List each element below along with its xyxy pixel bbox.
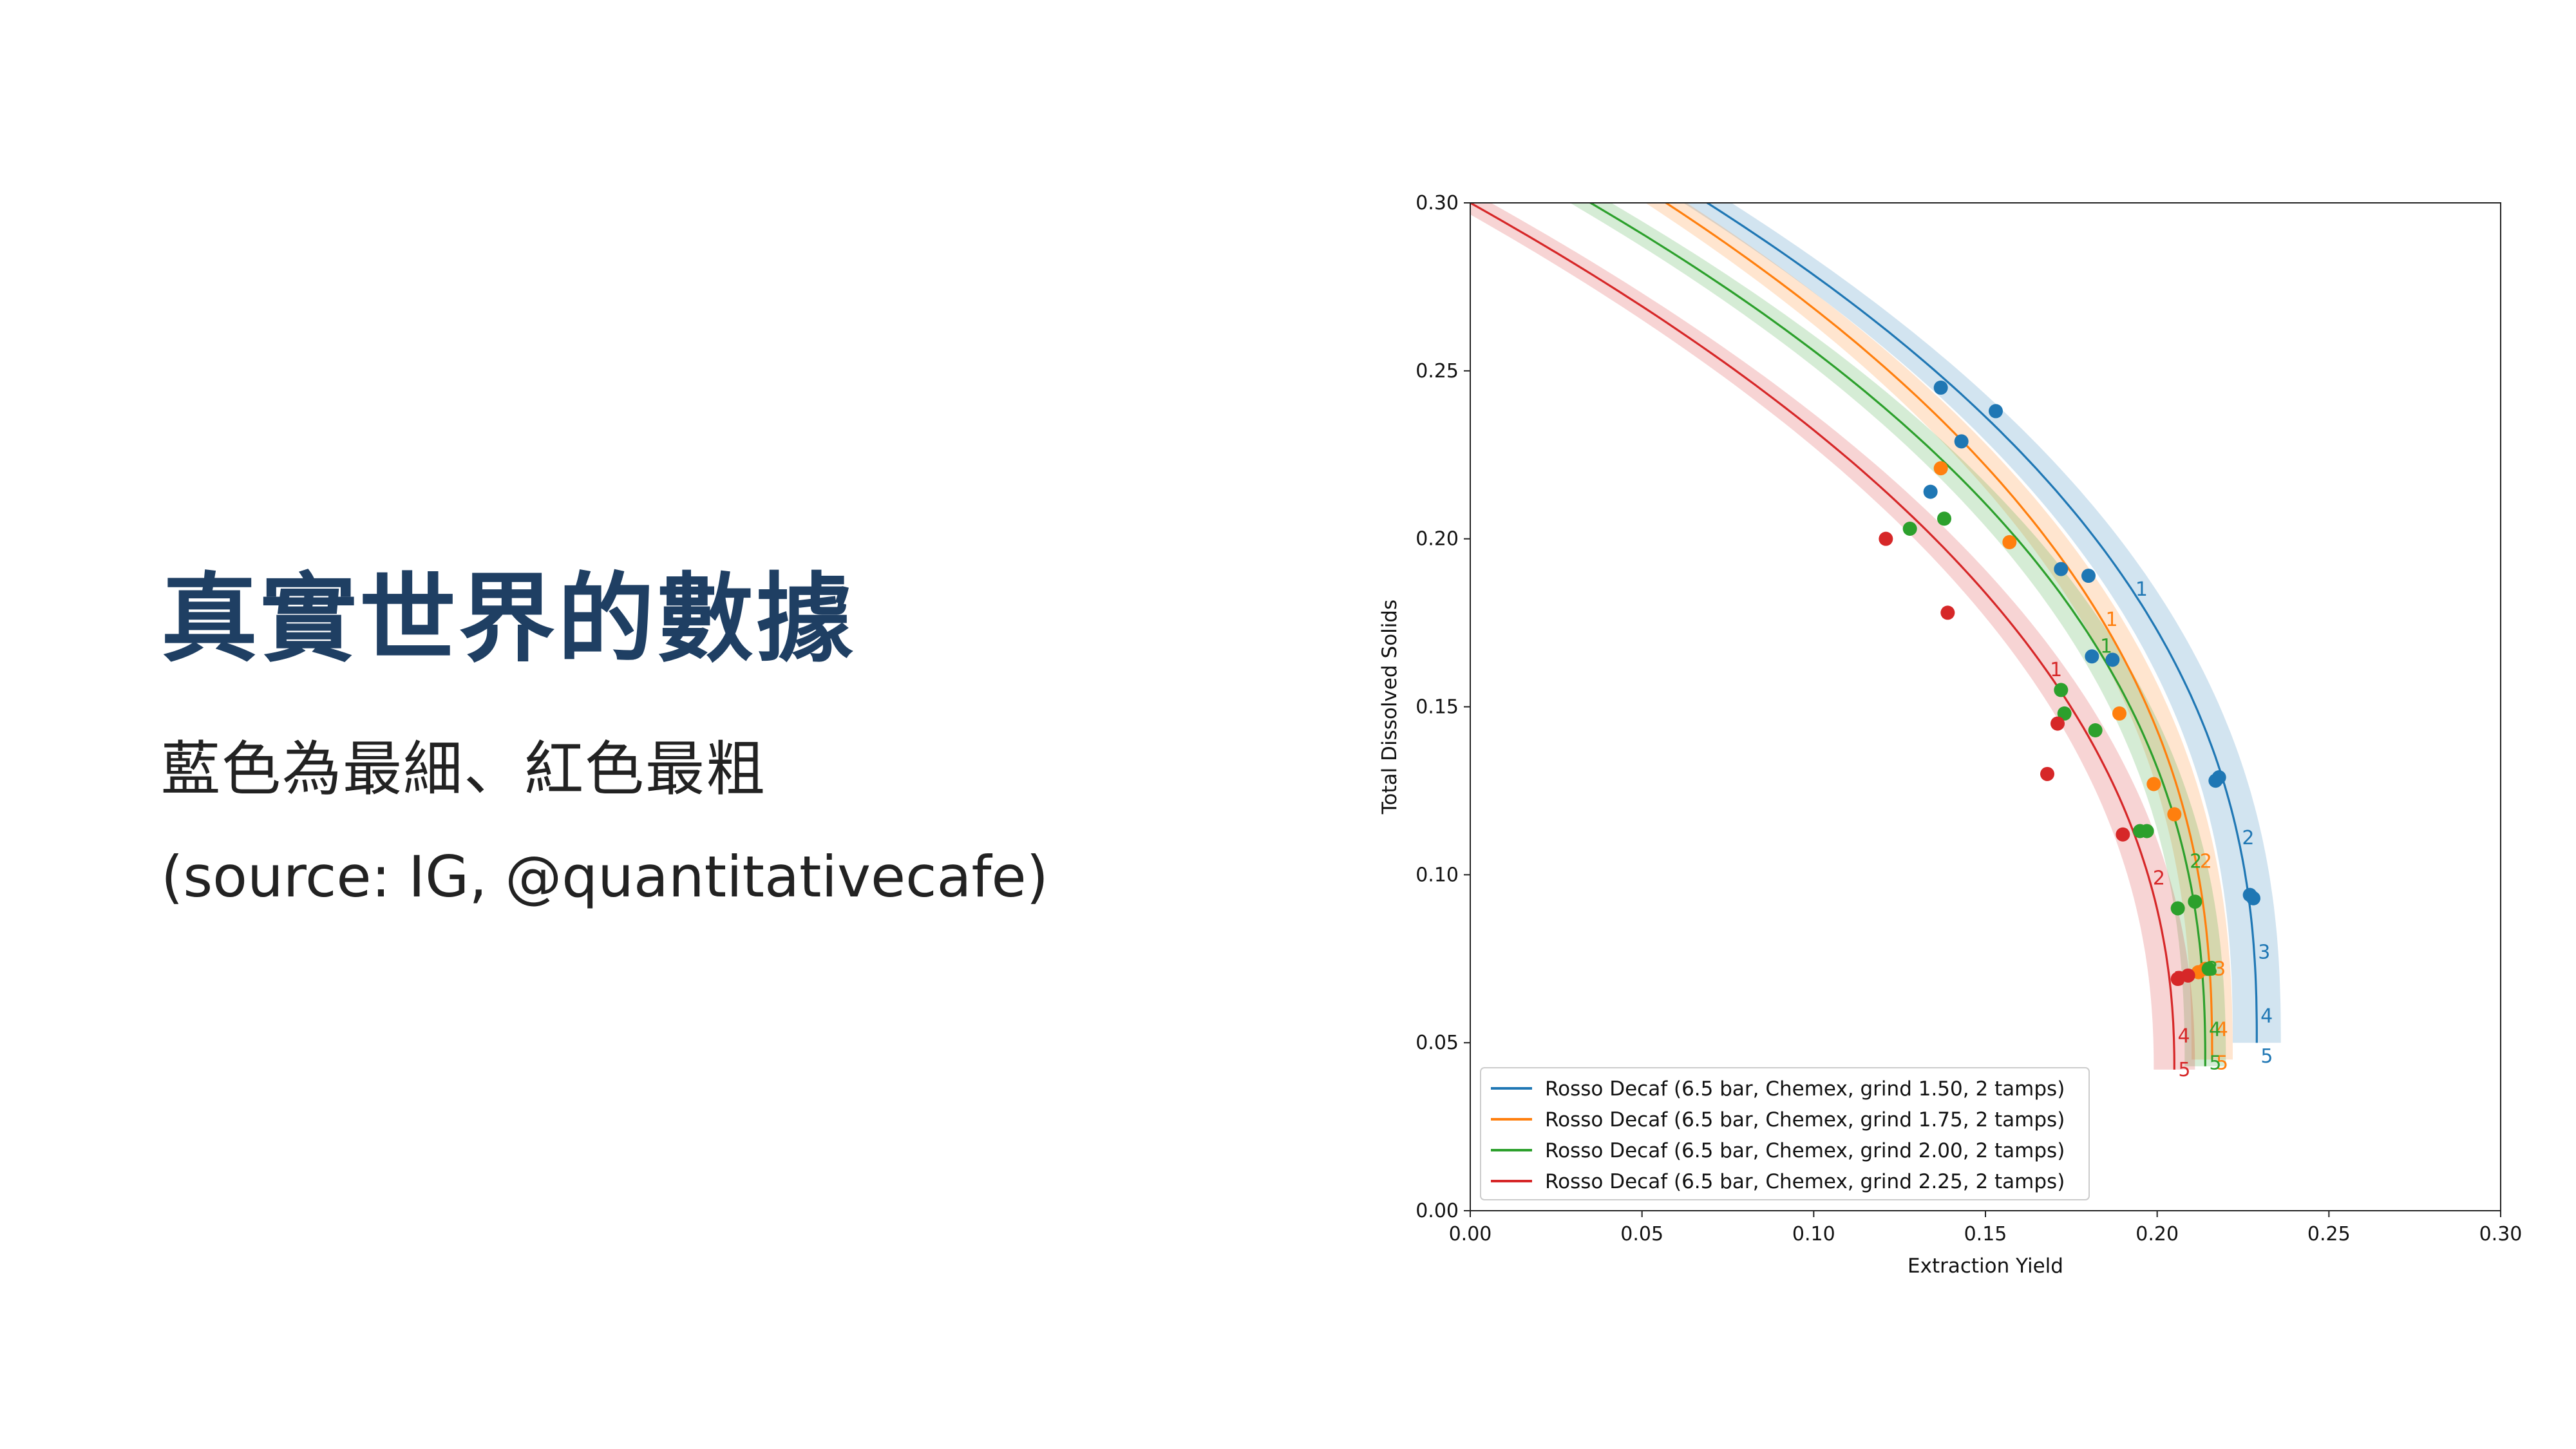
data-point bbox=[1923, 484, 1938, 499]
curve-number-label: 4 bbox=[2209, 1018, 2221, 1041]
data-point bbox=[2116, 827, 2130, 842]
curve-number-label: 3 bbox=[2258, 941, 2270, 963]
data-point bbox=[2167, 807, 2182, 822]
y-tick-label: 0.05 bbox=[1416, 1032, 1459, 1054]
source-credit: (source: IG, @quantitativecafe) bbox=[161, 844, 1048, 910]
x-tick-label: 0.15 bbox=[1964, 1223, 2007, 1245]
data-point bbox=[2146, 777, 2161, 791]
curve-number-label: 4 bbox=[2260, 1005, 2273, 1027]
curve-number-label: 5 bbox=[2178, 1059, 2190, 1081]
curve-number-label: 3 bbox=[2213, 958, 2226, 980]
fit-curve bbox=[1470, 203, 2175, 1070]
fit-curve bbox=[1588, 203, 2206, 1066]
data-point bbox=[2085, 649, 2099, 664]
data-point bbox=[1954, 434, 1969, 449]
data-point bbox=[2139, 824, 2154, 838]
data-point bbox=[2188, 895, 2202, 909]
data-point bbox=[1937, 511, 1951, 526]
data-point bbox=[2181, 968, 2195, 983]
data-point bbox=[2050, 716, 2065, 731]
data-point bbox=[2054, 562, 2069, 576]
curve-number-label: 3 bbox=[2206, 958, 2218, 980]
confidence-band bbox=[1645, 203, 2233, 1060]
curve-number-label: 2 bbox=[2190, 850, 2202, 873]
legend: Rosso Decaf (6.5 bar, Chemex, grind 1.50… bbox=[1480, 1067, 2090, 1200]
confidence-bands bbox=[1470, 203, 2281, 1070]
data-point bbox=[1933, 461, 1948, 476]
x-tick-label: 0.30 bbox=[2479, 1223, 2523, 1245]
fit-curve bbox=[1664, 203, 2213, 1060]
x-tick-label: 0.25 bbox=[2307, 1223, 2351, 1245]
y-axis-label: Total Dissolved Solids bbox=[1378, 600, 1401, 815]
legend-entry: Rosso Decaf (6.5 bar, Chemex, grind 1.75… bbox=[1545, 1108, 2065, 1132]
curve-number-label: 5 bbox=[2209, 1052, 2221, 1074]
curve-number-label: 5 bbox=[2216, 1052, 2228, 1074]
curve-number-label: 2 bbox=[2242, 827, 2254, 849]
confidence-band bbox=[1569, 203, 2226, 1066]
y-tick-label: 0.30 bbox=[1416, 192, 1459, 214]
data-point bbox=[2112, 706, 2126, 721]
curve-number-label: 4 bbox=[2216, 1018, 2228, 1041]
data-point bbox=[2105, 652, 2120, 667]
curve-number-label: 1 bbox=[2106, 609, 2118, 631]
x-axis-ticks: 0.00 0.05 0.10 0.15 0.20 0.25 0.30 bbox=[1449, 1211, 2523, 1245]
data-point bbox=[2201, 961, 2216, 976]
curve-number-label: 1 bbox=[2050, 659, 2062, 681]
data-point bbox=[1940, 605, 1955, 620]
x-tick-label: 0.05 bbox=[1620, 1223, 1663, 1245]
confidence-band bbox=[1683, 203, 2281, 1043]
y-tick-label: 0.15 bbox=[1416, 696, 1459, 719]
curve-number-label: 4 bbox=[2177, 1025, 2190, 1048]
data-points bbox=[1879, 380, 2260, 987]
curve-number-label: 1 bbox=[2100, 636, 2112, 658]
data-point bbox=[2246, 891, 2260, 905]
curve-number-label: 1 bbox=[2136, 578, 2148, 601]
data-point bbox=[2081, 569, 2096, 583]
x-tick-label: 0.00 bbox=[1449, 1223, 1492, 1245]
data-point bbox=[2211, 770, 2226, 785]
x-tick-label: 0.20 bbox=[2136, 1223, 2179, 1245]
y-tick-label: 0.25 bbox=[1416, 360, 1459, 383]
data-point bbox=[2002, 535, 2017, 549]
data-point bbox=[2170, 901, 2185, 916]
y-tick-label: 0.10 bbox=[1416, 864, 1459, 886]
data-point bbox=[2040, 766, 2054, 781]
x-tick-label: 0.10 bbox=[1792, 1223, 1835, 1245]
data-point bbox=[1933, 380, 1948, 395]
plot-frame bbox=[1470, 202, 2501, 1211]
data-point bbox=[1989, 404, 2003, 419]
curve-number-label: 2 bbox=[2153, 867, 2165, 890]
data-point bbox=[2088, 723, 2103, 738]
curve-number-label: 2 bbox=[2200, 850, 2212, 873]
legend-box bbox=[1480, 1067, 2090, 1200]
curve-number-label: 3 bbox=[2174, 968, 2186, 990]
legend-entry: Rosso Decaf (6.5 bar, Chemex, grind 1.50… bbox=[1545, 1077, 2065, 1101]
y-tick-label: 0.00 bbox=[1416, 1200, 1459, 1222]
data-point bbox=[1902, 522, 1917, 536]
slide-title: 真實世界的數據 bbox=[161, 564, 856, 676]
data-point bbox=[2057, 706, 2072, 721]
legend-entry: Rosso Decaf (6.5 bar, Chemex, grind 2.00… bbox=[1545, 1139, 2065, 1162]
y-axis-ticks: 0.00 0.05 0.10 0.15 0.20 0.25 0.30 bbox=[1416, 192, 1470, 1222]
x-axis-label: Extraction Yield bbox=[1908, 1255, 2063, 1278]
slide-subtitle: 藍色為最細、紅色最粗 bbox=[161, 735, 767, 804]
y-tick-label: 0.20 bbox=[1416, 528, 1459, 551]
legend-entry: Rosso Decaf (6.5 bar, Chemex, grind 2.25… bbox=[1545, 1170, 2065, 1193]
data-point bbox=[2054, 683, 2069, 697]
data-point bbox=[1879, 531, 1893, 546]
curve-number-label: 5 bbox=[2260, 1045, 2273, 1068]
